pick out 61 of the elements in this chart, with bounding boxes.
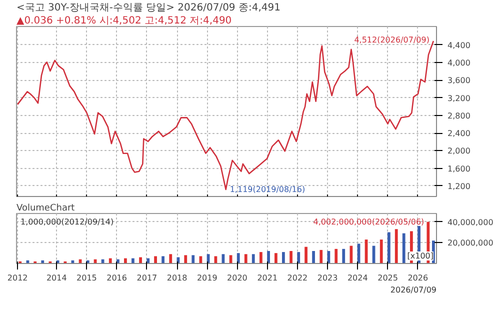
bar (154, 256, 157, 264)
x-tick-label: 2018 (166, 274, 188, 282)
x-tick-label: 2023 (317, 274, 338, 282)
chart-title: <국고 30Y-장내국채-수익률 당일> 2026/07/09 종:4,491 (16, 2, 280, 14)
annotation: 1,119(2019/08/16) (230, 184, 306, 194)
bar (282, 252, 285, 264)
bar (162, 256, 164, 264)
x-tick-label: 2024 (347, 274, 368, 282)
y-tick-label: 2,800 (448, 111, 470, 120)
bar (342, 248, 346, 264)
bar (252, 254, 255, 264)
chart-title: VolumeChart (16, 204, 76, 214)
y-tick-label: 1,200 (448, 182, 470, 191)
y-tick-label: 1,600 (448, 164, 470, 174)
annotation: 4,002,000,000(2026/05/06) (313, 217, 424, 226)
chart-subtitle: ▲0.036 +0.81% 시:4,502 고:4,512 저:4,490 (16, 16, 232, 26)
y-tick-label: 40,000,000 (448, 218, 494, 227)
bar (132, 258, 134, 264)
bar (244, 254, 248, 264)
bar (260, 252, 262, 264)
y-tick-label: 4,000 (448, 58, 470, 68)
y-tick-label: 2,000 (448, 146, 470, 156)
y-tick-label: 4,400 (448, 40, 470, 50)
bar (312, 251, 315, 264)
bar (320, 250, 323, 264)
x-tick-label: 2020 (227, 274, 248, 282)
bar (169, 254, 172, 264)
annotation: [x100] (407, 252, 434, 260)
y-tick-label: 3,600 (448, 76, 470, 86)
x-tick-label: 2016 (106, 274, 127, 282)
bar (290, 251, 292, 264)
bar (304, 246, 308, 264)
x-tick-label: 2022 (287, 274, 308, 282)
bar (184, 255, 188, 264)
bar (297, 252, 300, 264)
bar (274, 253, 278, 264)
bar (380, 240, 383, 264)
text: 2026/07/09 (390, 286, 436, 294)
bar (236, 253, 240, 264)
annotation: 4,512(2026/07/09) (354, 36, 430, 45)
bar (267, 251, 270, 264)
x-tick-label: 2026 (408, 274, 428, 282)
y-tick-label: 20,000,000 (448, 238, 494, 248)
x-tick-label: 2015 (76, 274, 97, 282)
bar (139, 257, 142, 264)
x-tick-label: 2017 (136, 274, 158, 282)
x-tick-label: 2025 (378, 274, 398, 282)
bar (334, 248, 338, 264)
annotation: 1,000,000(2012/09/14) (20, 218, 114, 226)
bar (394, 229, 398, 264)
x-tick-label: 2019 (196, 274, 218, 282)
bar (402, 233, 406, 264)
y-tick-label: 3,200 (448, 94, 470, 103)
x-tick-label: 2021 (257, 274, 278, 282)
bar (192, 255, 195, 264)
bar (108, 258, 112, 264)
x-tick-label: 2014 (46, 274, 67, 282)
y-tick-label: 2,400 (448, 129, 470, 138)
bar (388, 232, 390, 264)
bar (124, 258, 127, 264)
x-tick-label: 2012 (7, 274, 28, 282)
